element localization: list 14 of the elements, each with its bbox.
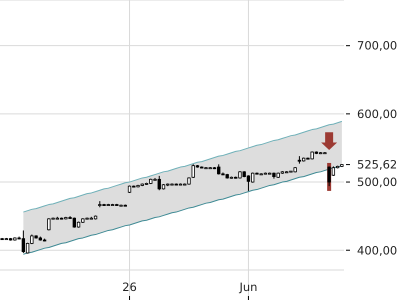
- candlestick: [22, 230, 26, 254]
- candlestick: [47, 218, 51, 231]
- y-tick-label: 700,00: [357, 38, 398, 53]
- y-tick-label: 400,00: [357, 243, 398, 258]
- line-series: [22, 165, 342, 255]
- candlestick: [192, 164, 195, 178]
- candlestick: [246, 174, 250, 192]
- line-series: [22, 120, 342, 213]
- y-tick-label: 525,62: [357, 158, 398, 172]
- candlestick: [158, 175, 161, 191]
- x-tick-label: 26: [122, 280, 137, 294]
- x-tick-label: Jun: [238, 280, 258, 294]
- y-tick-label: 500,00: [357, 175, 398, 190]
- y-tick-label: 600,00: [357, 106, 398, 121]
